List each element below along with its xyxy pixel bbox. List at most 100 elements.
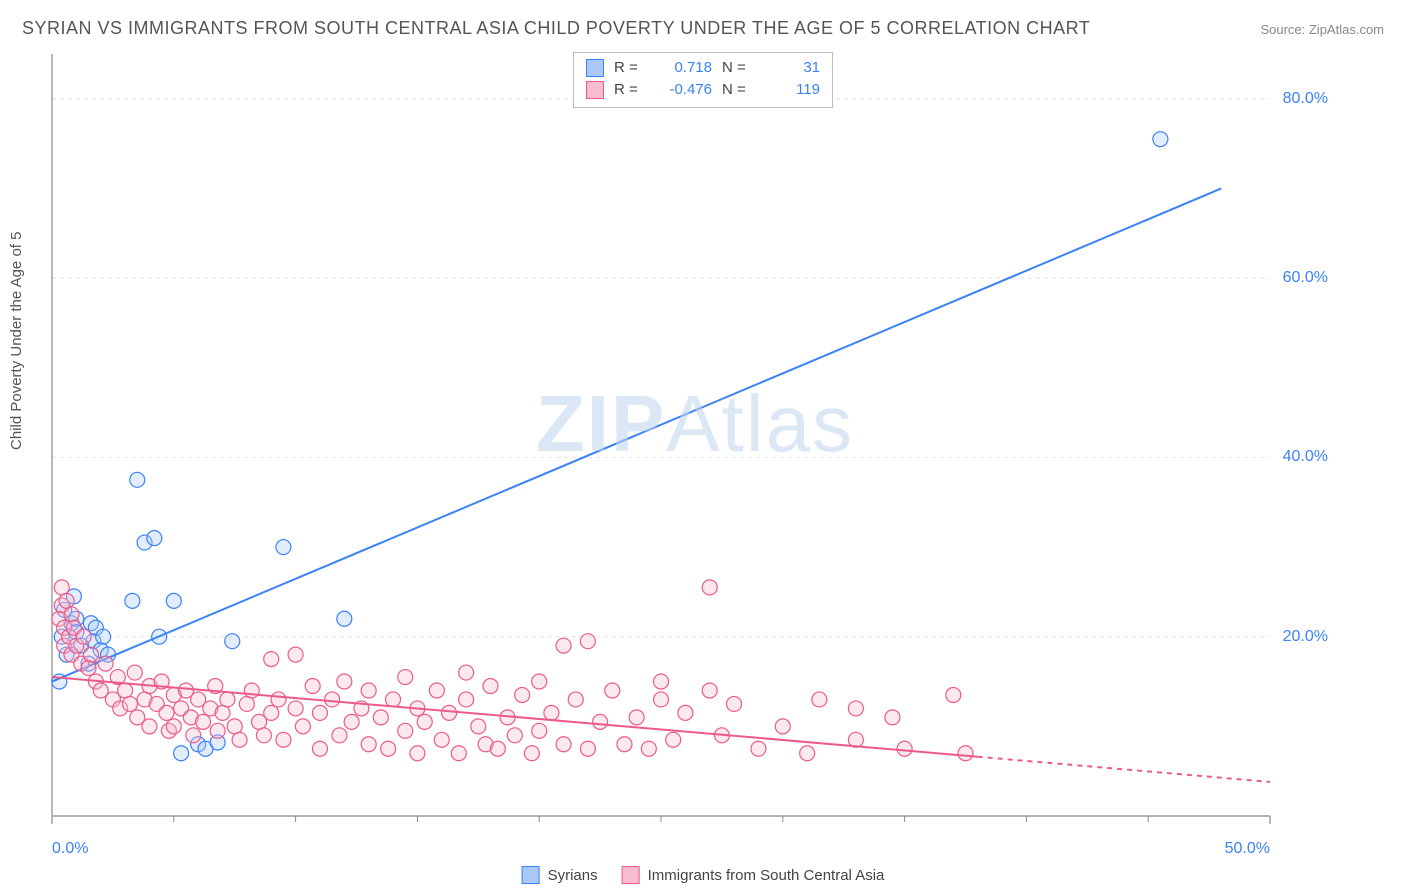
- legend-label: Syrians: [548, 867, 598, 884]
- data-point: [64, 607, 79, 622]
- data-point: [532, 723, 547, 738]
- data-point: [159, 705, 174, 720]
- chart-svg: [50, 50, 1340, 830]
- data-point: [244, 683, 259, 698]
- data-point: [256, 728, 271, 743]
- legend-label: Immigrants from South Central Asia: [648, 867, 885, 884]
- data-point: [429, 683, 444, 698]
- y-tick-label: 40.0%: [1283, 448, 1328, 466]
- data-point: [130, 472, 145, 487]
- chart-area: ZIPAtlas 20.0%40.0%60.0%80.0%0.0%50.0%: [50, 50, 1340, 830]
- stat-r-value: 0.718: [652, 57, 712, 79]
- stat-n-label: N =: [722, 79, 750, 101]
- data-point: [373, 710, 388, 725]
- legend-swatch: [622, 866, 640, 884]
- data-point: [98, 656, 113, 671]
- data-point: [515, 687, 530, 702]
- data-point: [593, 714, 608, 729]
- legend-swatch: [522, 866, 540, 884]
- x-tick-label: 50.0%: [1225, 840, 1270, 858]
- data-point: [276, 732, 291, 747]
- source-caption: Source: ZipAtlas.com: [1260, 22, 1384, 37]
- y-tick-label: 80.0%: [1283, 90, 1328, 108]
- data-point: [751, 741, 766, 756]
- data-point: [118, 683, 133, 698]
- stats-row: R = -0.476 N = 119: [586, 79, 820, 101]
- data-point: [361, 737, 376, 752]
- data-point: [483, 679, 498, 694]
- data-point: [568, 692, 583, 707]
- data-point: [410, 746, 425, 761]
- data-point: [580, 634, 595, 649]
- data-point: [434, 732, 449, 747]
- data-point: [81, 661, 96, 676]
- data-point: [54, 580, 69, 595]
- data-point: [507, 728, 522, 743]
- data-point: [702, 683, 717, 698]
- data-point: [288, 647, 303, 662]
- data-point: [122, 696, 137, 711]
- data-point: [848, 701, 863, 716]
- y-axis-label: Child Poverty Under the Age of 5: [8, 232, 25, 450]
- data-point: [210, 723, 225, 738]
- data-point: [702, 580, 717, 595]
- data-point: [381, 741, 396, 756]
- data-point: [654, 692, 669, 707]
- data-point: [127, 665, 142, 680]
- data-point: [344, 714, 359, 729]
- legend-swatch: [586, 59, 604, 77]
- data-point: [398, 723, 413, 738]
- data-point: [96, 629, 111, 644]
- data-point: [556, 737, 571, 752]
- data-point: [361, 683, 376, 698]
- stat-r-value: -0.476: [652, 79, 712, 101]
- data-point: [544, 705, 559, 720]
- data-point: [76, 629, 91, 644]
- data-point: [471, 719, 486, 734]
- data-point: [288, 701, 303, 716]
- data-point: [451, 746, 466, 761]
- data-point: [264, 652, 279, 667]
- data-point: [885, 710, 900, 725]
- data-point: [1153, 132, 1168, 147]
- data-point: [186, 728, 201, 743]
- x-tick-label: 0.0%: [52, 840, 88, 858]
- data-point: [305, 679, 320, 694]
- data-point: [142, 719, 157, 734]
- data-point: [800, 746, 815, 761]
- data-point: [59, 593, 74, 608]
- trendline-extrapolated: [978, 757, 1270, 782]
- data-point: [524, 746, 539, 761]
- trendline: [52, 188, 1221, 681]
- data-point: [215, 705, 230, 720]
- data-point: [276, 540, 291, 555]
- data-point: [166, 719, 181, 734]
- data-point: [312, 741, 327, 756]
- data-point: [897, 741, 912, 756]
- data-point: [417, 714, 432, 729]
- stat-n-value: 119: [760, 79, 820, 101]
- y-tick-label: 60.0%: [1283, 269, 1328, 287]
- data-point: [459, 665, 474, 680]
- data-point: [337, 674, 352, 689]
- data-point: [225, 634, 240, 649]
- data-point: [556, 638, 571, 653]
- data-point: [220, 692, 235, 707]
- data-point: [239, 696, 254, 711]
- data-point: [654, 674, 669, 689]
- data-point: [617, 737, 632, 752]
- legend-item: Immigrants from South Central Asia: [622, 866, 885, 884]
- data-point: [312, 705, 327, 720]
- data-point: [125, 593, 140, 608]
- data-point: [337, 611, 352, 626]
- legend-swatch: [586, 81, 604, 99]
- data-point: [147, 531, 162, 546]
- data-point: [641, 741, 656, 756]
- data-point: [196, 714, 211, 729]
- stat-r-label: R =: [614, 79, 642, 101]
- stats-legend-box: R =0.718N =31R =-0.476N =119: [573, 52, 833, 108]
- data-point: [174, 746, 189, 761]
- data-point: [580, 741, 595, 756]
- data-point: [264, 705, 279, 720]
- stat-r-label: R =: [614, 57, 642, 79]
